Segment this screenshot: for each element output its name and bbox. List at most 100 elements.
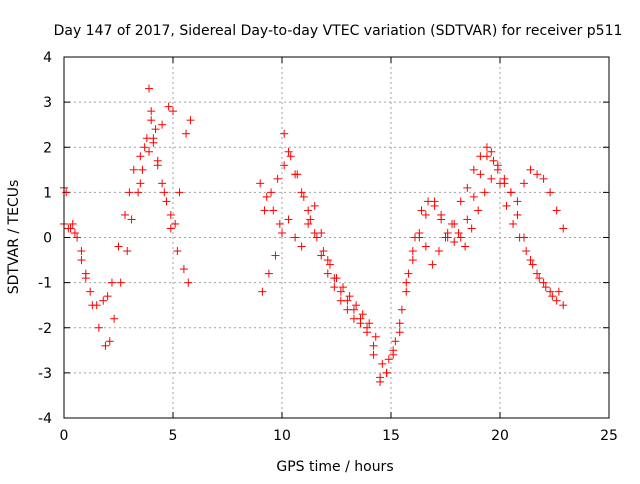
data-point [147, 116, 156, 125]
data-point [166, 224, 175, 233]
data-point [275, 219, 284, 228]
series-arc-b [60, 138, 193, 350]
data-point [145, 147, 154, 156]
data-point [166, 210, 175, 219]
y-axis-label: SDTVAR / TECUs [6, 180, 22, 295]
data-point [171, 219, 180, 228]
data-point [480, 188, 489, 197]
data-point [284, 215, 293, 224]
data-point [539, 174, 548, 183]
data-point [408, 256, 417, 265]
data-point [402, 278, 411, 287]
y-tick-label: -3 [38, 366, 52, 382]
grid-lines [64, 57, 609, 418]
data-point [389, 346, 398, 355]
series-arc-c [136, 84, 195, 228]
x-tick-label: 15 [382, 428, 400, 444]
data-point [382, 368, 391, 377]
data-point [286, 152, 295, 161]
data-point [339, 283, 348, 292]
data-point [395, 328, 404, 337]
plot-frame [63, 56, 610, 419]
data-point [284, 147, 293, 156]
data-point [151, 125, 160, 134]
data-point [528, 260, 537, 269]
data-point [352, 301, 361, 310]
data-point [434, 247, 443, 256]
data-point [443, 228, 452, 237]
data-point [258, 287, 267, 296]
data-point [476, 170, 485, 179]
data-point [125, 188, 134, 197]
series-arc-f [260, 152, 563, 368]
data-point [559, 301, 568, 310]
data-point [482, 152, 491, 161]
data-point [147, 107, 156, 116]
data-point [297, 242, 306, 251]
data-point [73, 233, 82, 242]
data-point [371, 332, 380, 341]
data-point [345, 292, 354, 301]
data-point [323, 256, 332, 265]
y-tick-label: 3 [43, 95, 52, 111]
data-point [552, 206, 561, 215]
data-point [437, 215, 446, 224]
data-point [408, 247, 417, 256]
data-point [363, 323, 372, 332]
data-point [179, 265, 188, 274]
data-point [502, 201, 511, 210]
data-point [264, 269, 273, 278]
data-point [496, 179, 504, 188]
data-point [134, 188, 143, 197]
data-point [280, 161, 289, 170]
data-point [546, 287, 555, 296]
data-point [291, 233, 300, 242]
data-point [421, 242, 430, 251]
data-point [463, 215, 472, 224]
data-point [410, 233, 419, 242]
data-point [86, 287, 95, 296]
data-point [127, 215, 136, 224]
data-point [299, 192, 308, 201]
data-point [153, 156, 162, 165]
data-point [105, 337, 114, 346]
data-point [515, 233, 524, 242]
y-tick-label: 4 [43, 50, 52, 66]
y-tick-label: 2 [43, 140, 52, 156]
data-point [323, 269, 332, 278]
data-point [182, 129, 191, 138]
data-point [546, 188, 555, 197]
data-point [297, 188, 306, 197]
data-point [428, 260, 437, 269]
data-point [123, 247, 132, 256]
data-point [273, 174, 282, 183]
x-tick-label: 0 [60, 428, 69, 444]
x-tick-label: 10 [273, 428, 291, 444]
data-point [68, 219, 77, 228]
data-point [526, 256, 535, 265]
data-point [312, 233, 321, 242]
data-point [384, 355, 393, 364]
data-point [391, 337, 400, 346]
data-point [552, 296, 561, 305]
data-point [169, 107, 177, 116]
data-point [278, 228, 286, 237]
data-point [110, 314, 119, 323]
data-point [369, 341, 378, 350]
x-tick-label: 20 [491, 428, 509, 444]
data-point [319, 247, 328, 256]
data-point [317, 228, 326, 237]
data-point [421, 210, 430, 219]
data-point [107, 278, 116, 287]
data-point [378, 359, 387, 368]
data-point [269, 206, 278, 215]
data-point [506, 188, 515, 197]
data-point [489, 156, 498, 165]
data-point [149, 134, 158, 143]
data-point [356, 314, 365, 323]
data-point [541, 283, 550, 292]
data-point [474, 206, 483, 215]
data-point [336, 287, 345, 296]
